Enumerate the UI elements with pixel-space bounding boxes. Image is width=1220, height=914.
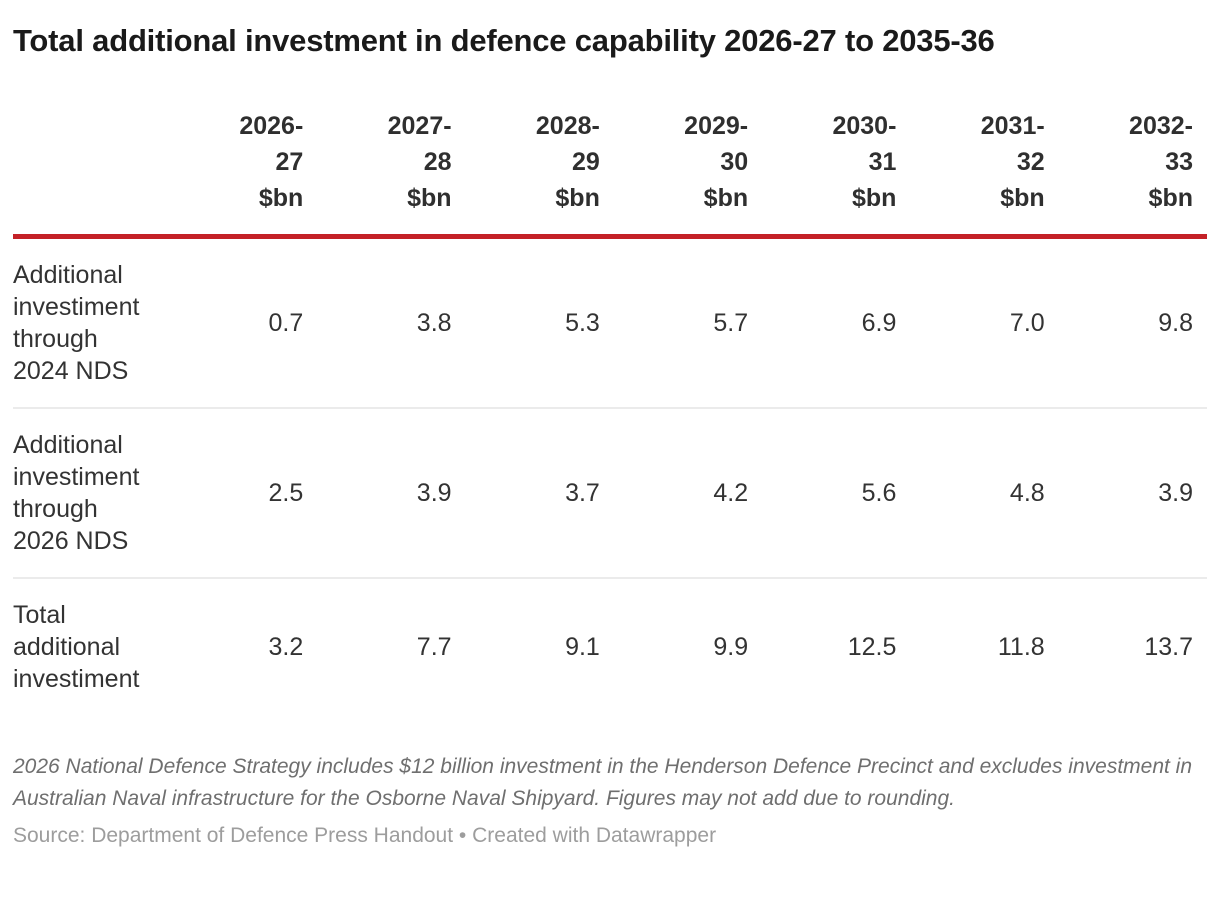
header-line: 27 <box>275 147 304 176</box>
column-header-2026-27: 2026- 27 $bn <box>169 107 318 239</box>
column-header-2031-32: 2031- 32 $bn <box>910 107 1059 239</box>
row-label: Total additional investiment <box>13 600 140 693</box>
value-cell: 5.3 <box>465 236 614 409</box>
header-unit: $bn <box>851 183 897 212</box>
value-cell: 13.7 <box>1144 632 1193 661</box>
datawrapper-credit[interactable]: Created with Datawrapper <box>472 823 717 847</box>
value-cell: 11.8 <box>997 632 1045 661</box>
table-row-2026-nds: Additional investiment through 2026 NDS … <box>13 407 1207 579</box>
header-line: 31 <box>868 147 897 176</box>
value-cell: 7.0 <box>910 236 1059 409</box>
value-cell: 9.8 <box>1058 236 1207 409</box>
header-line: 29 <box>572 147 600 176</box>
value-cell: 3.7 <box>465 407 614 579</box>
header-line: 30 <box>720 147 749 176</box>
investment-table: 2026- 27 $bn 2027- 28 $bn 2028- 29 $bn 2… <box>13 107 1207 715</box>
header-unit: $bn <box>703 183 749 212</box>
header-line: 2029- <box>684 111 749 140</box>
header-unit: $bn <box>555 183 600 212</box>
page-title: Total additional investment in defence c… <box>13 23 995 58</box>
footnote: 2026 National Defence Strategy includes … <box>13 754 1193 810</box>
header-line: 28 <box>423 147 452 176</box>
value-cell: 5.6 <box>762 407 911 579</box>
value-cell: 4.2 <box>613 407 763 579</box>
value-cell: 5.7 <box>613 236 763 409</box>
table-body: Additional investiment through 2024 NDS … <box>13 236 1207 715</box>
header-line: 2032- <box>1129 111 1193 140</box>
source-line: Source: Department of Defence Press Hand… <box>13 821 1207 851</box>
value-cell: 3.8 <box>317 236 466 409</box>
header-row: 2026- 27 $bn 2027- 28 $bn 2028- 29 $bn 2… <box>13 107 1207 239</box>
value-cell: 3.2 <box>268 632 304 661</box>
value-cell: 2.5 <box>169 407 318 579</box>
value-cell: 0.7 <box>169 236 318 409</box>
header-unit: $bn <box>1000 183 1045 212</box>
header-unit: $bn <box>1148 183 1193 212</box>
value-cell: 9.1 <box>565 632 600 661</box>
header-line: 2026- <box>239 111 304 140</box>
table-header: 2026- 27 $bn 2027- 28 $bn 2028- 29 $bn 2… <box>13 107 1207 239</box>
value-cell: 7.7 <box>416 632 452 661</box>
column-header-2029-30: 2029- 30 $bn <box>613 107 763 239</box>
header-corner-cell <box>13 107 169 239</box>
value-cell: 4.8 <box>910 407 1059 579</box>
row-label: Additional investiment through 2024 NDS <box>13 236 169 409</box>
header-line: 2031- <box>980 111 1045 140</box>
value-cell: 3.9 <box>1058 407 1207 579</box>
source-text: Source: Department of Defence Press Hand… <box>13 823 454 847</box>
column-header-2028-29: 2028- 29 $bn <box>465 107 614 239</box>
table-row-total: Total additional investiment 3.2 7.7 9.1… <box>13 578 1207 715</box>
column-header-2030-31: 2030- 31 $bn <box>762 107 911 239</box>
value-cell: 12.5 <box>847 632 897 661</box>
row-label: Additional investiment through 2026 NDS <box>13 407 169 579</box>
header-line: 2027- <box>387 111 452 140</box>
value-cell: 9.9 <box>713 632 749 661</box>
header-unit: $bn <box>407 183 452 212</box>
separator-dot: • <box>453 823 473 847</box>
header-unit: $bn <box>258 183 304 212</box>
column-header-2027-28: 2027- 28 $bn <box>317 107 466 239</box>
value-cell: 6.9 <box>762 236 911 409</box>
header-line: 2028- <box>535 111 600 140</box>
value-cell: 3.9 <box>317 407 466 579</box>
header-line: 2030- <box>832 111 897 140</box>
header-line: 33 <box>1165 147 1193 176</box>
column-header-2032-33: 2032- 33 $bn <box>1058 107 1207 239</box>
header-line: 32 <box>1016 147 1045 176</box>
table-row-2024-nds: Additional investiment through 2024 NDS … <box>13 236 1207 409</box>
